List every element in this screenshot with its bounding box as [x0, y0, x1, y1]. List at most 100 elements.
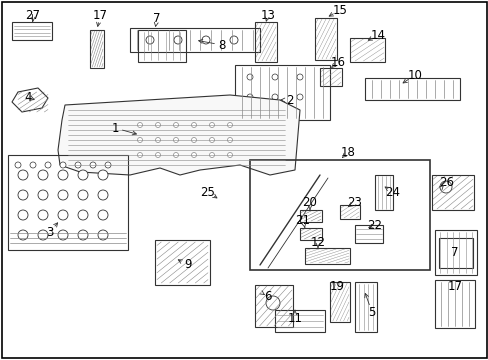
- Bar: [438, 238, 472, 268]
- Bar: [434, 280, 474, 328]
- Circle shape: [98, 230, 108, 240]
- Bar: [319, 68, 341, 86]
- Text: 17: 17: [92, 9, 107, 22]
- Circle shape: [60, 162, 66, 168]
- Circle shape: [227, 153, 232, 158]
- Circle shape: [229, 36, 238, 44]
- Circle shape: [209, 153, 214, 158]
- Circle shape: [137, 153, 142, 158]
- Circle shape: [137, 138, 142, 143]
- Bar: [274, 310, 325, 332]
- Circle shape: [209, 122, 214, 127]
- Bar: [299, 210, 321, 222]
- Circle shape: [58, 230, 68, 240]
- Bar: [364, 78, 459, 100]
- Text: 1: 1: [111, 122, 119, 135]
- Circle shape: [18, 190, 28, 200]
- Circle shape: [155, 153, 160, 158]
- Circle shape: [209, 138, 214, 143]
- Circle shape: [227, 122, 232, 127]
- Text: 27: 27: [25, 9, 41, 22]
- Circle shape: [98, 210, 108, 220]
- Circle shape: [78, 170, 88, 180]
- Bar: [299, 228, 321, 240]
- Circle shape: [75, 162, 81, 168]
- Text: 4: 4: [24, 90, 32, 104]
- Bar: [254, 285, 292, 327]
- Circle shape: [30, 162, 36, 168]
- Circle shape: [265, 296, 280, 310]
- Bar: [90, 30, 104, 68]
- Bar: [374, 175, 392, 210]
- Text: 23: 23: [347, 195, 362, 208]
- Circle shape: [173, 138, 178, 143]
- Circle shape: [38, 230, 48, 240]
- Text: 13: 13: [260, 9, 275, 22]
- Bar: [314, 18, 336, 60]
- Circle shape: [191, 122, 196, 127]
- Circle shape: [38, 170, 48, 180]
- Bar: [254, 22, 276, 62]
- Circle shape: [173, 153, 178, 158]
- Text: 22: 22: [367, 219, 382, 231]
- Circle shape: [296, 74, 303, 80]
- Text: 18: 18: [340, 145, 355, 158]
- Circle shape: [98, 190, 108, 200]
- Circle shape: [78, 230, 88, 240]
- Bar: [349, 38, 384, 62]
- Circle shape: [58, 190, 68, 200]
- Text: 9: 9: [184, 258, 191, 271]
- Circle shape: [58, 170, 68, 180]
- Text: 24: 24: [385, 185, 400, 198]
- Bar: [354, 282, 376, 332]
- Bar: [130, 28, 260, 52]
- Bar: [8, 155, 128, 250]
- Circle shape: [191, 153, 196, 158]
- Bar: [155, 240, 209, 285]
- Text: 26: 26: [439, 176, 453, 189]
- Circle shape: [191, 138, 196, 143]
- Text: 20: 20: [302, 195, 317, 208]
- Text: 5: 5: [367, 306, 375, 319]
- Bar: [329, 282, 349, 322]
- Circle shape: [246, 94, 252, 100]
- Circle shape: [202, 36, 209, 44]
- Polygon shape: [12, 88, 48, 112]
- Circle shape: [155, 122, 160, 127]
- Text: 10: 10: [407, 68, 422, 81]
- Circle shape: [18, 170, 28, 180]
- Circle shape: [227, 138, 232, 143]
- Bar: [235, 65, 329, 120]
- Circle shape: [155, 138, 160, 143]
- Text: 7: 7: [450, 246, 458, 258]
- Circle shape: [38, 190, 48, 200]
- Text: 2: 2: [285, 94, 293, 107]
- Text: 19: 19: [329, 280, 344, 293]
- Bar: [431, 175, 473, 210]
- Circle shape: [174, 36, 182, 44]
- Text: 25: 25: [200, 185, 215, 198]
- Circle shape: [137, 122, 142, 127]
- Text: 17: 17: [447, 279, 462, 292]
- Bar: [12, 22, 52, 40]
- Circle shape: [271, 94, 278, 100]
- Text: 12: 12: [310, 235, 325, 248]
- Circle shape: [296, 94, 303, 100]
- Circle shape: [246, 74, 252, 80]
- Circle shape: [58, 210, 68, 220]
- Text: 14: 14: [370, 28, 385, 41]
- Text: 3: 3: [46, 225, 54, 239]
- Text: 16: 16: [330, 55, 345, 68]
- Circle shape: [98, 170, 108, 180]
- Text: 11: 11: [287, 311, 302, 324]
- Circle shape: [78, 210, 88, 220]
- Text: 8: 8: [218, 39, 225, 51]
- Circle shape: [105, 162, 111, 168]
- Circle shape: [18, 230, 28, 240]
- Circle shape: [146, 36, 154, 44]
- Polygon shape: [58, 95, 299, 175]
- Circle shape: [78, 190, 88, 200]
- Bar: [434, 230, 476, 275]
- Bar: [138, 30, 185, 62]
- Bar: [305, 248, 349, 264]
